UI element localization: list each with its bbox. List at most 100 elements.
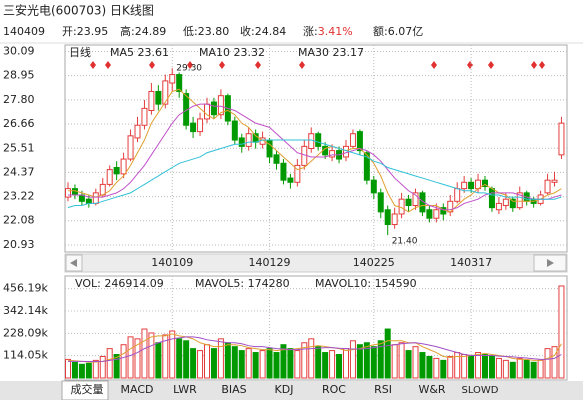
page-title: 三安光电(600703) 日K线图 <box>3 3 154 18</box>
candle-body <box>502 198 509 207</box>
y-tick-label: 30.09 <box>3 45 35 58</box>
field-label: 高: <box>120 24 135 38</box>
ma-line <box>68 88 562 213</box>
volume-bar <box>419 352 426 379</box>
volume-bar <box>468 355 475 379</box>
candle-body <box>169 74 176 84</box>
quote-field: 高:24.89 <box>120 24 166 38</box>
volume-bar <box>356 344 363 379</box>
tab[interactable]: KDJ <box>275 383 294 396</box>
volume-bar <box>405 350 412 379</box>
volume-bar <box>224 342 231 379</box>
volume-bar <box>113 354 120 379</box>
candle-body <box>141 107 148 126</box>
volume-legend: VOL: 246914.09 <box>75 277 164 290</box>
field-value: 24.84 <box>255 25 287 38</box>
field-value: 23.95 <box>77 25 109 38</box>
volume-bar <box>412 346 419 379</box>
volume-bar <box>398 342 405 379</box>
volume-bar <box>482 354 488 379</box>
volume-bar <box>516 357 523 379</box>
y-tick-label: 23.22 <box>3 190 35 203</box>
tab[interactable]: LWR <box>173 383 197 396</box>
annotation: 29.30 <box>176 64 202 74</box>
volume-bar <box>106 348 113 379</box>
arrow-right <box>547 259 554 267</box>
quote-field: 涨:3.41% <box>303 25 353 38</box>
volume-bar <box>495 357 502 379</box>
tab[interactable]: MACD <box>121 383 154 396</box>
tab-active[interactable] <box>61 380 109 400</box>
candle-body <box>252 133 259 143</box>
field-value: 24.89 <box>135 25 167 38</box>
candle-body <box>210 101 217 116</box>
volume-bar <box>384 328 391 379</box>
volume-legend: MAVOL5: 174280 <box>195 277 290 290</box>
volume-bar <box>509 361 516 379</box>
volume-bar <box>183 340 190 379</box>
tab[interactable]: 成交量 <box>71 382 104 396</box>
field-label: 收: <box>240 24 255 38</box>
volume-bar <box>176 338 183 379</box>
x-tick-label: 140225 <box>353 256 395 269</box>
tab[interactable]: BIAS <box>221 383 246 396</box>
volume-bar <box>155 342 162 379</box>
quote-field: 额:6.07亿 <box>373 25 423 38</box>
volume-legend: MAVOL10: 154590 <box>315 277 417 290</box>
legend-item: MA5 23.61 <box>110 46 169 59</box>
arrow-left <box>70 259 77 267</box>
tab[interactable]: RSI <box>374 383 392 396</box>
volume-bar <box>141 328 148 379</box>
volume-bar <box>162 334 169 379</box>
volume-bar <box>169 330 176 379</box>
x-tick-label: 140317 <box>450 256 492 269</box>
volume-bar <box>502 359 509 379</box>
y-tick-label: 20.93 <box>3 238 35 251</box>
volume-bar <box>217 338 224 379</box>
annotation: 21.40 <box>392 237 418 247</box>
legend-name: MA30 <box>298 46 329 59</box>
volume-bar <box>322 352 329 379</box>
field-value: 23.80 <box>198 25 230 38</box>
scrollbar[interactable] <box>64 253 568 273</box>
volume-bar <box>92 359 99 379</box>
x-tick-label: 140129 <box>249 256 291 269</box>
candle-body <box>356 131 363 152</box>
candle-body <box>238 137 245 147</box>
candle-body <box>71 188 78 196</box>
volume-bar <box>440 359 447 379</box>
volume-bar <box>99 355 106 379</box>
candle-body <box>384 209 391 226</box>
candle-body <box>287 177 294 183</box>
y-tick-label: 27.80 <box>3 93 35 106</box>
candle-body <box>106 169 113 185</box>
volume-bar <box>433 357 440 379</box>
volume-bar <box>210 348 217 379</box>
candle-body <box>426 209 433 219</box>
candle-body <box>405 198 412 207</box>
volume-bar <box>245 348 252 379</box>
candle-body <box>92 192 99 204</box>
volume-bar <box>530 361 537 379</box>
quote-field: 低:23.80 <box>183 25 229 38</box>
y-tick-label: 456.19k <box>3 282 48 295</box>
field-label: 涨: <box>303 25 318 38</box>
tab[interactable]: ROC <box>322 383 346 396</box>
tab[interactable]: W&R <box>418 383 445 396</box>
tab[interactable]: SLOWD <box>461 385 498 396</box>
volume-bar <box>148 332 155 379</box>
volume-bar <box>71 361 78 379</box>
volume-bar <box>273 352 280 379</box>
volume-bar <box>204 344 210 379</box>
volume-bar <box>363 342 370 379</box>
volume-bar <box>488 355 495 379</box>
volume-bar <box>475 352 482 379</box>
candle-body <box>148 90 155 111</box>
volume-bar <box>127 336 134 379</box>
candle-body <box>155 90 162 105</box>
ma-line <box>67 139 562 209</box>
y-tick-label: 114.05k <box>3 349 48 362</box>
volume-bar <box>336 354 343 379</box>
volume-bar <box>315 346 322 379</box>
candle-body <box>120 158 127 175</box>
